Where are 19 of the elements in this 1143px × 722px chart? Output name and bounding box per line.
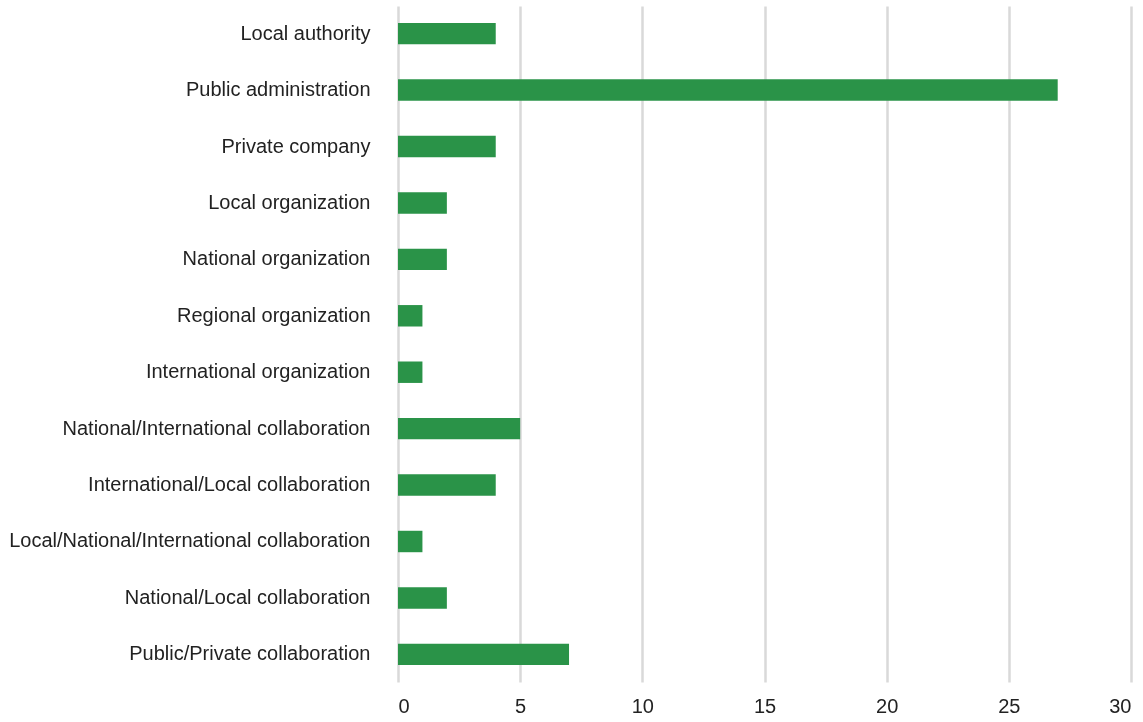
x-tick-label: 25 (998, 694, 1021, 717)
y-tick-label: International/Local collaboration (88, 473, 371, 496)
y-tick-label: National organization (182, 247, 371, 270)
x-tick-label: 0 (398, 694, 410, 717)
y-tick-label: National/Local collaboration (124, 585, 371, 608)
y-tick-label: International organization (145, 360, 371, 383)
x-tick-label: 30 (1109, 694, 1132, 717)
y-tick-label: Public/Private collaboration (129, 642, 371, 665)
y-tick-label: Public administration (185, 78, 371, 101)
y-tick-label: Regional organization (177, 303, 371, 326)
x-tick-label: 15 (753, 694, 777, 717)
x-tick-label: 10 (631, 694, 654, 717)
y-tick-label: Private company (221, 134, 371, 157)
y-tick-label: Local organization (208, 190, 371, 213)
y-tick-label: National/International collaboration (62, 416, 371, 439)
y-tick-label: Local authority (240, 21, 371, 44)
x-tick-label: 5 (515, 694, 527, 717)
x-tick-label: 20 (876, 694, 899, 717)
y-tick-label: Local/National/International collaboration (9, 529, 371, 552)
